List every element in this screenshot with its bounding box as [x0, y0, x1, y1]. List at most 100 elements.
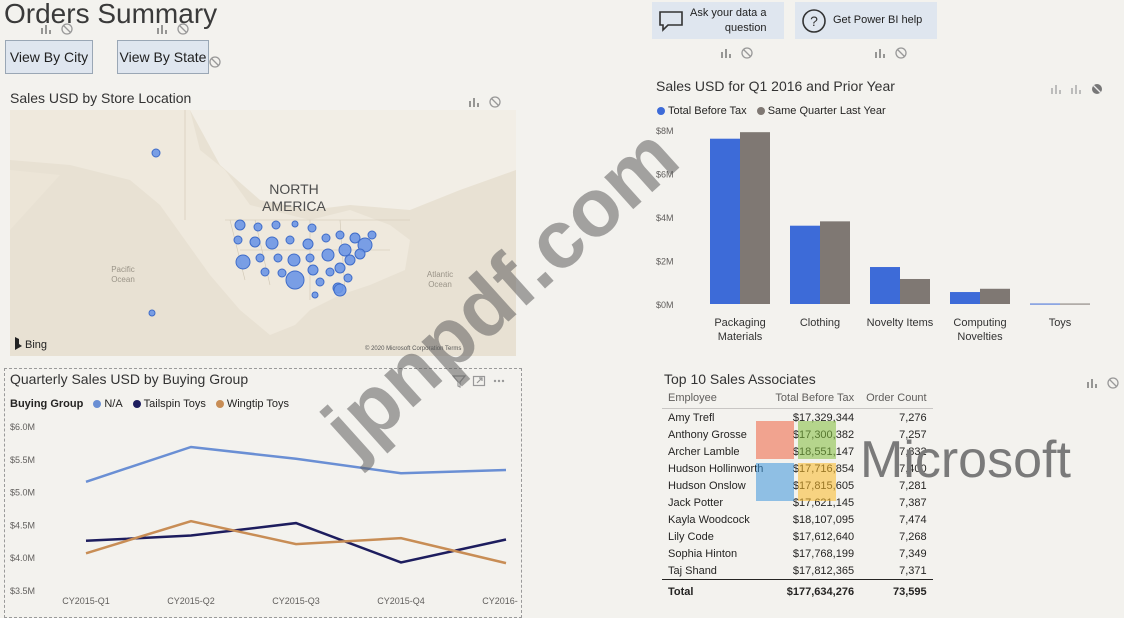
ask-question-line2: question: [724, 21, 767, 34]
table-header-row: Employee Total Before Tax Order Count: [662, 390, 933, 409]
line-chart[interactable]: $3.5M $4.0M $4.5M $5.0M $5.5M $6.0M CY2015-Q1 C…: [6, 414, 518, 614]
chart-filter-icon[interactable]: [1050, 82, 1064, 96]
table-row[interactable]: Amy Trefl $17,329,344 7,276: [662, 409, 933, 427]
no-filter-icon[interactable]: [894, 46, 908, 60]
table-row[interactable]: Taj Shand $17,812,365 7,371: [662, 562, 933, 580]
store-location-map[interactable]: NORTH AMERICA Pacific Ocean Atlantic Oce…: [10, 110, 516, 356]
svg-text:Bing: Bing: [25, 339, 47, 351]
chart-filter-icon[interactable]: [40, 22, 54, 36]
y-tick-label: $3.5M: [10, 586, 35, 596]
bar[interactable]: [790, 225, 820, 304]
legend-item[interactable]: N/A: [93, 398, 123, 410]
bar-chart[interactable]: $0M $2M $4M $6M $8M Packaging Materials Clothin…: [650, 122, 1110, 350]
map-copyright: © 2020 Microsoft Corporation Terms: [365, 345, 461, 352]
y-tick-label: $2M: [656, 257, 674, 267]
map-ocean-label: Ocean: [428, 280, 452, 289]
get-help-label: Get Power BI help: [833, 14, 923, 26]
column-header[interactable]: Order Count: [860, 390, 933, 409]
y-tick-label: $8M: [656, 126, 674, 136]
legend-item[interactable]: Tailspin Toys: [132, 398, 206, 410]
table-cell: 7,268: [899, 530, 927, 543]
view-by-state-button[interactable]: View By State: [117, 40, 209, 74]
bar[interactable]: [980, 288, 1010, 304]
associates-title: Top 10 Sales Associates: [664, 371, 816, 387]
bar[interactable]: [1060, 303, 1090, 305]
table-row[interactable]: Kayla Woodcock $18,107,095 7,474: [662, 511, 933, 528]
no-filter-icon[interactable]: [1106, 376, 1120, 390]
chart-filter-icon[interactable]: [468, 95, 482, 109]
column-header[interactable]: Employee: [662, 390, 770, 409]
get-help-button[interactable]: ? Get Power BI help: [795, 2, 937, 39]
line-chart-legend: Buying Group N/A Tailspin Toys Wingtip T…: [10, 398, 289, 410]
y-tick-label: $4.0M: [10, 553, 35, 563]
y-tick-label: $4.5M: [10, 520, 35, 530]
y-tick-label: $6M: [656, 170, 674, 180]
speech-bubble-icon: [659, 10, 683, 32]
x-tick-label: Novelties: [957, 331, 1003, 343]
series-line[interactable]: [85, 521, 507, 564]
chart-filter-icon[interactable]: [1086, 376, 1100, 390]
table-cell: Archer Lamble: [668, 445, 740, 458]
chart-filter-icon[interactable]: [720, 46, 734, 60]
bar[interactable]: [900, 278, 930, 304]
map-ocean-label: Atlantic: [427, 270, 453, 279]
focus-mode-icon[interactable]: [472, 374, 486, 388]
table-row[interactable]: Jack Potter $17,621,145 7,387: [662, 494, 933, 511]
legend-item[interactable]: Wingtip Toys: [215, 398, 289, 410]
view-by-city-button[interactable]: View By City: [5, 40, 93, 74]
series-line[interactable]: [85, 445, 507, 483]
table-cell: 7,371: [899, 564, 927, 577]
table-cell: 7,276: [899, 411, 927, 424]
no-filter-icon[interactable]: [1090, 82, 1104, 96]
legend-item[interactable]: Total Before Tax: [657, 105, 747, 117]
x-tick-label: CY2015-Q1: [62, 596, 110, 606]
focus-mode-icon[interactable]: [1070, 82, 1084, 96]
column-header[interactable]: Total Before Tax: [769, 390, 861, 409]
no-filter-icon[interactable]: [60, 22, 74, 36]
associates-table-container[interactable]: Employee Total Before Tax Order Count Am…: [662, 390, 933, 600]
ask-question-button[interactable]: Ask your data a question: [652, 2, 784, 39]
table-row[interactable]: Sophia Hinton $17,768,199 7,349: [662, 545, 933, 562]
svg-text:?: ?: [810, 13, 818, 29]
more-options-icon[interactable]: [492, 374, 506, 388]
table-cell: Hudson Onslow: [668, 479, 746, 492]
table-cell: Kayla Woodcock: [668, 513, 750, 526]
bar[interactable]: [820, 221, 850, 304]
x-tick-label: Materials: [718, 331, 763, 343]
x-tick-label: CY2016-Q1: [482, 596, 518, 606]
map-ocean-label: Ocean: [111, 275, 135, 284]
bar[interactable]: [1030, 303, 1060, 305]
table-cell: Taj Shand: [668, 564, 717, 577]
bar-chart-header-icons: [1050, 82, 1104, 96]
table-cell: $177,634,276: [769, 579, 861, 600]
chart-filter-icon[interactable]: [156, 22, 170, 36]
table-cell: Jack Potter: [668, 496, 724, 509]
bar[interactable]: [710, 138, 740, 304]
table-cell: 7,349: [899, 547, 927, 560]
no-filter-icon[interactable]: [488, 95, 502, 109]
map-region-label: AMERICA: [262, 198, 326, 214]
series-line[interactable]: [85, 519, 507, 565]
table-cell: Anthony Grosse: [668, 428, 747, 441]
table-cell: 7,257: [899, 428, 927, 441]
bar[interactable]: [950, 292, 980, 304]
x-tick-label: Novelty Items: [867, 317, 934, 329]
y-tick-label: $0M: [656, 300, 674, 310]
x-tick-label: Clothing: [800, 317, 840, 329]
chart-filter-icon[interactable]: [874, 46, 888, 60]
filter-icon[interactable]: [452, 374, 466, 388]
table-cell: 7,387: [899, 496, 927, 509]
bar[interactable]: [870, 267, 900, 304]
button-visual-icons: [156, 22, 190, 36]
y-tick-label: $4M: [656, 213, 674, 223]
no-filter-icon[interactable]: [208, 55, 222, 69]
x-tick-label: Computing: [953, 317, 1006, 329]
bar[interactable]: [740, 132, 770, 304]
x-tick-label: Toys: [1049, 317, 1072, 329]
legend-item[interactable]: Same Quarter Last Year: [756, 105, 886, 117]
no-filter-icon[interactable]: [176, 22, 190, 36]
bar-chart-legend: Total Before Tax Same Quarter Last Year: [657, 105, 886, 117]
table-cell: Hudson Hollinworth: [668, 462, 764, 475]
table-row[interactable]: Lily Code $17,612,640 7,268: [662, 528, 933, 545]
no-filter-icon[interactable]: [740, 46, 754, 60]
